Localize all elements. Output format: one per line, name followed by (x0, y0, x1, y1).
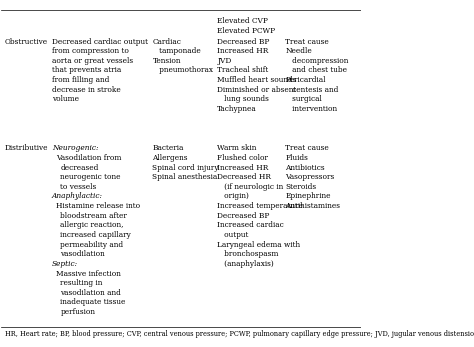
Text: that prevents atria: that prevents atria (52, 66, 121, 75)
Text: Treat cause: Treat cause (285, 144, 329, 152)
Text: increased capillary: increased capillary (60, 231, 131, 239)
Text: Histamine release into: Histamine release into (56, 202, 140, 210)
Text: HR, Heart rate; BP, blood pressure; CVP, central venous pressure; PCWP, pulmonar: HR, Heart rate; BP, blood pressure; CVP,… (5, 330, 474, 338)
Text: Allergens: Allergens (152, 154, 188, 162)
Text: Antihistamines: Antihistamines (285, 202, 340, 210)
Text: Vasopressors: Vasopressors (285, 173, 335, 181)
Text: Increased HR: Increased HR (217, 47, 268, 55)
Text: from compression to: from compression to (52, 47, 128, 55)
Text: Antibiotics: Antibiotics (285, 163, 325, 171)
Text: aorta or great vessels: aorta or great vessels (52, 57, 133, 65)
Text: vasodilation: vasodilation (60, 250, 105, 258)
Text: Elevated CVP: Elevated CVP (217, 17, 268, 25)
Text: Decreased cardiac output: Decreased cardiac output (52, 37, 148, 45)
Text: Laryngeal edema with: Laryngeal edema with (217, 240, 300, 248)
Text: Decreased HR: Decreased HR (217, 173, 271, 181)
Text: tamponade: tamponade (152, 47, 201, 55)
Text: Vasodilation from: Vasodilation from (56, 154, 121, 162)
Text: Obstructive: Obstructive (5, 37, 48, 45)
Text: Tension: Tension (152, 57, 181, 65)
Text: Tachypnea: Tachypnea (217, 105, 257, 113)
Text: Massive infection: Massive infection (56, 270, 121, 278)
Text: Epinephrine: Epinephrine (285, 193, 331, 201)
Text: Muffled heart sounds: Muffled heart sounds (217, 76, 297, 84)
Text: to vessels: to vessels (60, 183, 97, 191)
Text: Bacteria: Bacteria (152, 144, 184, 152)
Text: decreased: decreased (60, 163, 99, 171)
Text: Anaphylactic:: Anaphylactic: (52, 193, 103, 201)
Text: Spinal anesthesia: Spinal anesthesia (152, 173, 218, 181)
Text: neurogenic tone: neurogenic tone (60, 173, 121, 181)
Text: Pericardial: Pericardial (285, 76, 326, 84)
Text: Decreased BP: Decreased BP (217, 212, 270, 220)
Text: decrease in stroke: decrease in stroke (52, 86, 120, 94)
Text: (if neurologic in: (if neurologic in (217, 183, 283, 191)
Text: Septic:: Septic: (52, 260, 78, 268)
Text: Increased HR: Increased HR (217, 163, 268, 171)
Text: Elevated PCWP: Elevated PCWP (217, 26, 275, 34)
Text: perfusion: perfusion (60, 308, 95, 316)
Text: Tracheal shift: Tracheal shift (217, 66, 268, 75)
Text: from filling and: from filling and (52, 76, 109, 84)
Text: permeability and: permeability and (60, 240, 123, 248)
Text: bronchospasm: bronchospasm (217, 250, 279, 258)
Text: JVD: JVD (217, 57, 231, 65)
Text: Increased temperature: Increased temperature (217, 202, 303, 210)
Text: decompression: decompression (285, 57, 349, 65)
Text: vasodilation and: vasodilation and (60, 289, 121, 297)
Text: volume: volume (52, 95, 79, 103)
Text: intervention: intervention (285, 105, 337, 113)
Text: Warm skin: Warm skin (217, 144, 256, 152)
Text: Treat cause: Treat cause (285, 37, 329, 45)
Text: pneumothorax: pneumothorax (152, 66, 213, 75)
Text: (anaphylaxis): (anaphylaxis) (217, 260, 274, 268)
Text: Fluids: Fluids (285, 154, 308, 162)
Text: Spinal cord injury: Spinal cord injury (152, 163, 219, 171)
Text: bloodstream after: bloodstream after (60, 212, 127, 220)
Text: Increased cardiac: Increased cardiac (217, 221, 284, 229)
Text: surgical: surgical (285, 95, 322, 103)
Text: and chest tube: and chest tube (285, 66, 347, 75)
Text: allergic reaction,: allergic reaction, (60, 221, 124, 229)
Text: Needle: Needle (285, 47, 312, 55)
Text: Diminished or absent: Diminished or absent (217, 86, 296, 94)
Text: Distributive: Distributive (5, 144, 48, 152)
Text: Cardiac: Cardiac (152, 37, 181, 45)
Text: centesis and: centesis and (285, 86, 339, 94)
Text: Decreased BP: Decreased BP (217, 37, 270, 45)
Text: resulting in: resulting in (60, 279, 103, 287)
Text: Steroids: Steroids (285, 183, 317, 191)
Text: output: output (217, 231, 248, 239)
Text: Flushed color: Flushed color (217, 154, 268, 162)
Text: Neurogenic:: Neurogenic: (52, 144, 98, 152)
Text: lung sounds: lung sounds (217, 95, 269, 103)
Text: inadequate tissue: inadequate tissue (60, 298, 126, 306)
Text: origin): origin) (217, 193, 249, 201)
